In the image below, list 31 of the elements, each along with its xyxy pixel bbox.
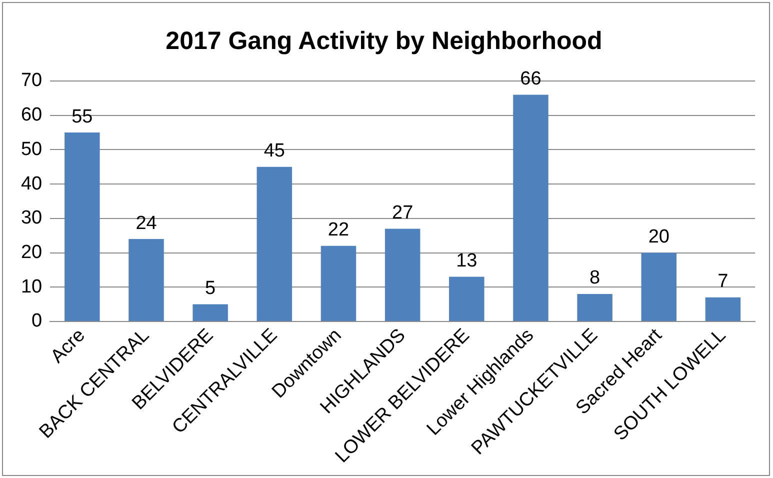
data-label: 45	[264, 140, 285, 162]
data-label: 13	[456, 250, 478, 272]
y-tick-label: 0	[32, 310, 42, 332]
bar	[577, 294, 612, 321]
y-tick-label: 70	[20, 70, 42, 92]
y-tick-label: 60	[20, 104, 42, 126]
data-label: 24	[136, 212, 158, 234]
data-label: 5	[205, 278, 216, 300]
y-tick-label: 50	[20, 138, 42, 160]
bar	[128, 239, 164, 321]
y-tick-label: 30	[20, 208, 42, 229]
data-label: 27	[392, 202, 414, 224]
chart-title: 2017 Gang Activity by Neighborhood	[166, 26, 602, 55]
data-label: 22	[328, 220, 350, 241]
bar	[513, 94, 548, 321]
y-tick-label: 40	[20, 173, 42, 194]
bar	[641, 252, 677, 321]
data-label: 55	[72, 106, 93, 128]
bar	[64, 132, 100, 321]
bar	[449, 276, 484, 321]
data-label: 8	[590, 268, 600, 289]
y-tick-label: 10	[20, 276, 42, 298]
data-label: 20	[648, 226, 670, 248]
bar	[256, 166, 292, 321]
bar	[192, 304, 228, 321]
bar	[320, 246, 356, 321]
data-label: 7	[718, 271, 728, 292]
bar	[705, 297, 741, 321]
data-label: 66	[520, 68, 542, 90]
y-tick-label: 20	[20, 242, 42, 263]
bar	[384, 228, 420, 321]
